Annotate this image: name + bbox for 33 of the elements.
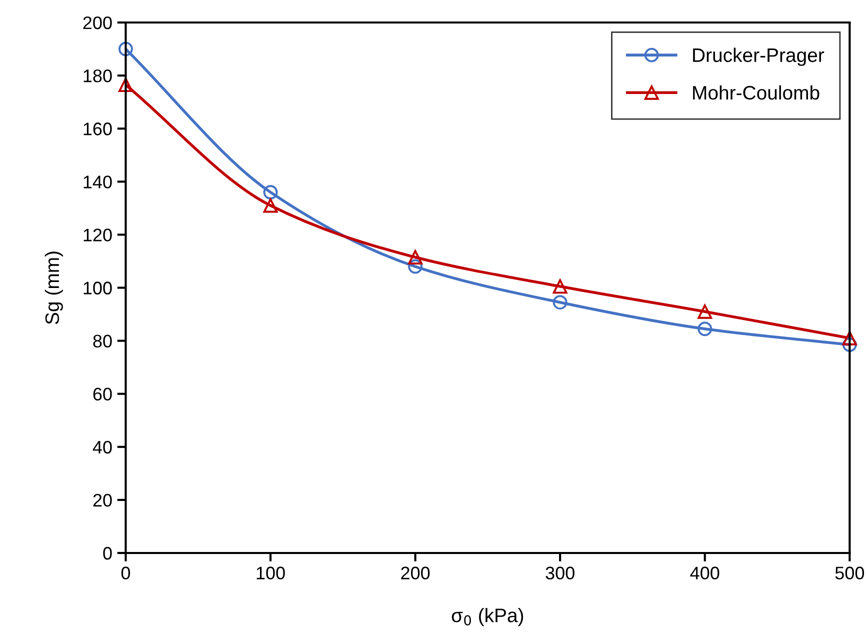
- y-tick-label: 20: [93, 494, 112, 507]
- legend-label: Mohr-Coulomb: [693, 85, 820, 100]
- y-axis-title: Sg (mm): [44, 252, 63, 324]
- x-tick-label: 500: [835, 566, 864, 580]
- point: [698, 322, 712, 336]
- point: [552, 279, 568, 294]
- point: [263, 198, 278, 213]
- x-tick-label: 200: [401, 566, 430, 580]
- y-tick-label: 120: [84, 228, 112, 242]
- y-tick-label: 40: [92, 440, 112, 454]
- x-tick-label: 100: [256, 566, 285, 580]
- point: [408, 250, 423, 264]
- y-tick-label: 100: [84, 282, 112, 294]
- point: [263, 185, 278, 200]
- y-tick-label: 80: [93, 334, 112, 348]
- y-tick-label: 160: [84, 122, 112, 136]
- y-tick-label: 140: [84, 176, 112, 188]
- y-tick-label: 60: [93, 388, 112, 401]
- y-tick-label: 180: [84, 69, 112, 82]
- point: [842, 338, 857, 352]
- point: [118, 78, 133, 92]
- point: [118, 42, 133, 56]
- y-tick-label: 0: [103, 546, 112, 560]
- point: [408, 259, 423, 274]
- point: [842, 330, 857, 346]
- legend-label: Drucker-Prager: [693, 48, 824, 66]
- x-tick-label: 300: [546, 566, 574, 580]
- point: [552, 295, 568, 310]
- x-tick-label: 0: [121, 566, 130, 580]
- x-axis-title: σ$_{0}$ (kPa): [452, 608, 524, 626]
- point: [698, 304, 712, 319]
- y-tick-label: 200: [83, 16, 112, 30]
- x-tick-label: 400: [690, 566, 720, 580]
